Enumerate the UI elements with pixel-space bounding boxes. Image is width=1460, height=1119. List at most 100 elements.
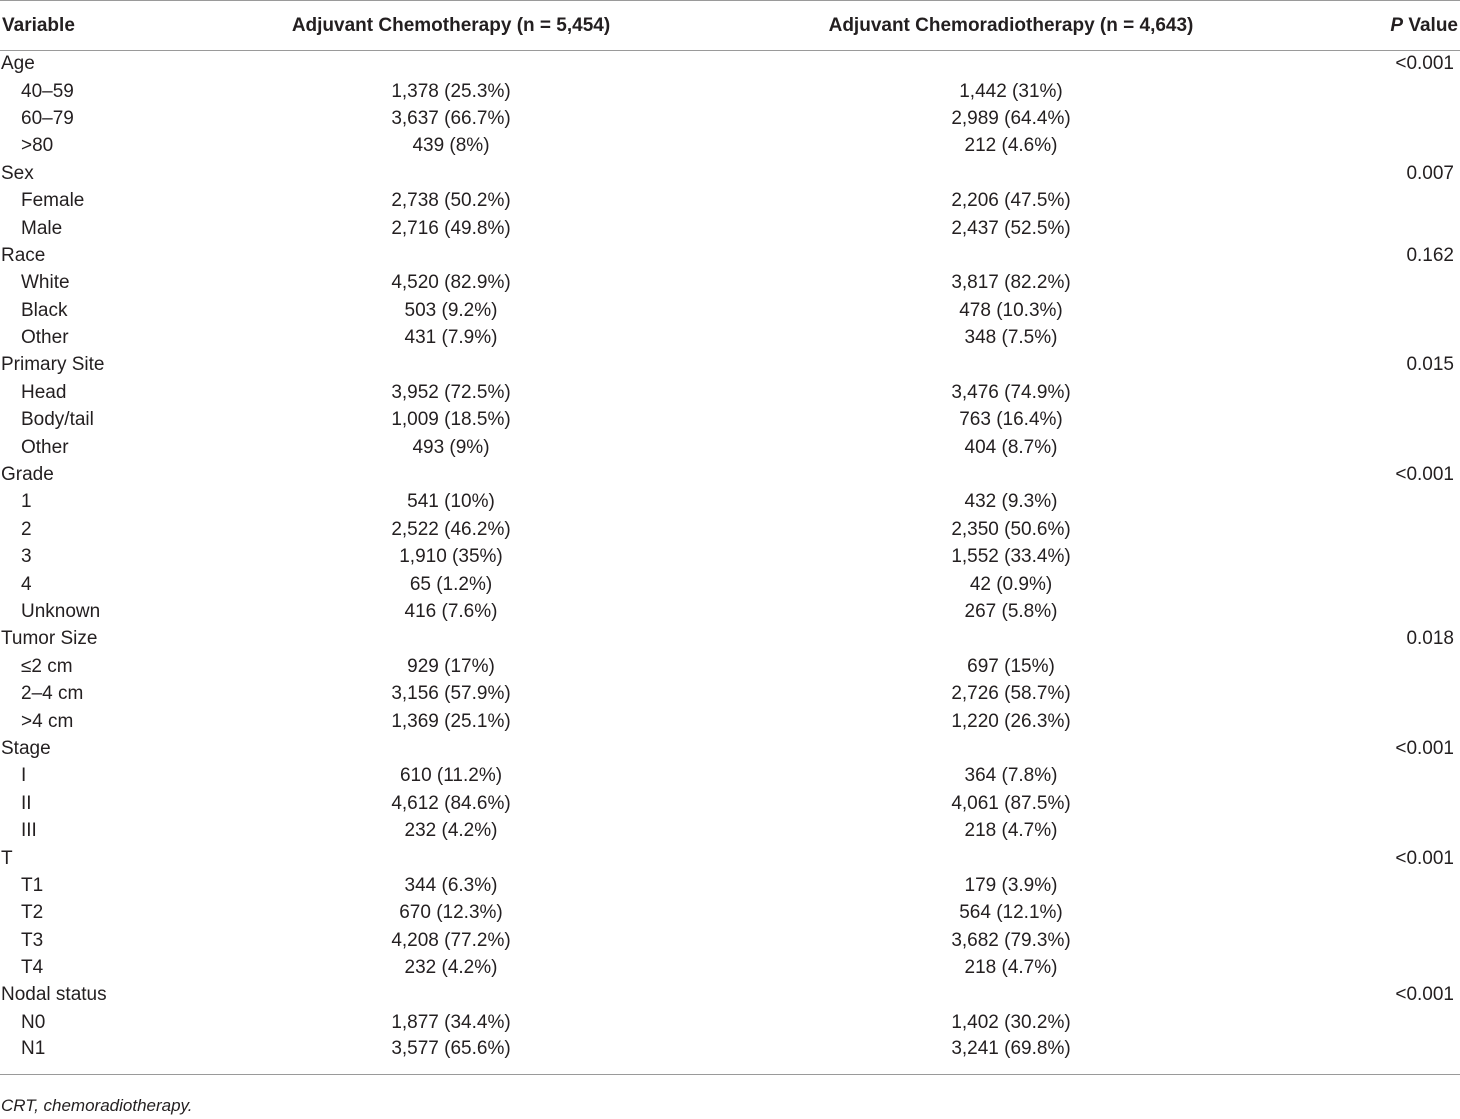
row-label: 2 xyxy=(21,518,32,540)
chemotherapy-value: 232 (4.2%) xyxy=(404,957,498,979)
row-label: >80 xyxy=(21,135,54,157)
row-label: Black xyxy=(21,299,68,321)
chemoradiotherapy-value: 1,220 (26.3%) xyxy=(951,710,1071,732)
table-row: Head 3,952 (72.5%) 3,476 (74.9%) xyxy=(0,379,1460,406)
chemoradiotherapy-value xyxy=(672,461,1350,488)
p-value xyxy=(1350,954,1460,981)
header-adjuvant-chemotherapy: Adjuvant Chemotherapy (n = 5,454) xyxy=(230,0,672,51)
row-label: Body/tail xyxy=(21,409,94,431)
chemoradiotherapy-value: 404 (8.7%) xyxy=(964,436,1058,458)
header-p-value: P Value xyxy=(1350,0,1460,51)
chemoradiotherapy-value xyxy=(672,845,1350,872)
p-value xyxy=(1350,215,1460,242)
chemotherapy-value: 232 (4.2%) xyxy=(404,820,498,842)
chemotherapy-value xyxy=(230,160,672,187)
p-value: <0.001 xyxy=(1395,984,1454,1006)
chemoradiotherapy-value: 2,726 (58.7%) xyxy=(951,683,1071,705)
chemotherapy-value: 610 (11.2%) xyxy=(399,765,503,787)
row-label: T2 xyxy=(21,902,44,924)
chemoradiotherapy-value xyxy=(672,626,1350,653)
table-row: Other 431 (7.9%) 348 (7.5%) xyxy=(0,324,1460,351)
table-row: N0 1,877 (34.4%) 1,402 (30.2%) xyxy=(0,1009,1460,1036)
chemoradiotherapy-value: 564 (12.1%) xyxy=(959,902,1063,924)
p-value xyxy=(1350,489,1460,516)
row-label: 2–4 cm xyxy=(21,683,84,705)
chemoradiotherapy-value: 1,552 (33.4%) xyxy=(951,546,1071,568)
p-value xyxy=(1350,324,1460,351)
table-row: >4 cm 1,369 (25.1%) 1,220 (26.3%) xyxy=(0,708,1460,735)
p-value xyxy=(1350,872,1460,899)
chemotherapy-value: 3,952 (72.5%) xyxy=(391,381,511,403)
chemoradiotherapy-value: 697 (15%) xyxy=(967,655,1055,677)
table-row: 1 541 (10%) 432 (9.3%) xyxy=(0,489,1460,516)
p-value: 0.018 xyxy=(1406,628,1454,650)
chemotherapy-value xyxy=(230,845,672,872)
p-value xyxy=(1350,434,1460,461)
chemotherapy-value: 1,910 (35%) xyxy=(399,546,503,568)
p-value xyxy=(1350,790,1460,817)
header-adjuvant-chemoradiotherapy: Adjuvant Chemoradiotherapy (n = 4,643) xyxy=(672,0,1350,51)
row-label: N1 xyxy=(0,1036,230,1075)
p-value xyxy=(1350,680,1460,707)
p-value xyxy=(1350,1009,1460,1036)
chemoradiotherapy-value: 432 (9.3%) xyxy=(964,491,1058,513)
p-value: <0.001 xyxy=(1395,464,1454,486)
chemoradiotherapy-value xyxy=(672,242,1350,269)
table-group-row: Stage <0.001 xyxy=(0,735,1460,762)
chemotherapy-value: 493 (9%) xyxy=(412,436,490,458)
table-group-row: Nodal status <0.001 xyxy=(0,982,1460,1009)
chemotherapy-value: 1,009 (18.5%) xyxy=(391,409,511,431)
p-value xyxy=(1350,653,1460,680)
row-label: II xyxy=(21,792,32,814)
row-label: 40–59 xyxy=(21,80,74,102)
row-label: White xyxy=(21,272,70,294)
table-row: Male 2,716 (49.8%) 2,437 (52.5%) xyxy=(0,215,1460,242)
chemotherapy-value: 541 (10%) xyxy=(407,491,495,513)
table-row: >80 439 (8%) 212 (4.6%) xyxy=(0,133,1460,160)
chemotherapy-value: 2,522 (46.2%) xyxy=(391,518,511,540)
group-label: Stage xyxy=(1,737,51,759)
chemoradiotherapy-value xyxy=(672,735,1350,762)
row-label: Unknown xyxy=(21,601,101,622)
p-value xyxy=(1350,1036,1460,1075)
chemotherapy-value xyxy=(230,626,672,653)
chemoradiotherapy-value: 3,817 (82.2%) xyxy=(951,272,1071,294)
chemoradiotherapy-value: 42 (0.9%) xyxy=(969,573,1053,595)
chemotherapy-value: 3,156 (57.9%) xyxy=(391,683,511,705)
row-label: 4 xyxy=(21,573,32,595)
chemoradiotherapy-value: 267 (5.8%) xyxy=(964,601,1058,622)
row-label: I xyxy=(21,765,27,787)
header-p-letter: P xyxy=(1390,14,1404,36)
chemotherapy-value: 439 (8%) xyxy=(412,135,490,157)
chemoradiotherapy-value: 2,437 (52.5%) xyxy=(951,217,1071,239)
row-label: 60–79 xyxy=(21,107,74,129)
table-row: T2 670 (12.3%) 564 (12.1%) xyxy=(0,900,1460,927)
chemoradiotherapy-value: 3,476 (74.9%) xyxy=(951,381,1071,403)
header-p-suffix: Value xyxy=(1403,14,1458,36)
chemotherapy-value xyxy=(230,735,672,762)
table-row: III 232 (4.2%) 218 (4.7%) xyxy=(0,817,1460,844)
table-row: I 610 (11.2%) 364 (7.8%) xyxy=(0,763,1460,790)
table-group-row: Age <0.001 xyxy=(0,51,1460,78)
chemotherapy-value: 431 (7.9%) xyxy=(404,327,498,349)
row-label: >4 cm xyxy=(21,710,74,732)
chemoradiotherapy-value: 218 (4.7%) xyxy=(964,820,1058,842)
p-value xyxy=(1350,105,1460,132)
table-row: Female 2,738 (50.2%) 2,206 (47.5%) xyxy=(0,187,1460,214)
table-row: T4 232 (4.2%) 218 (4.7%) xyxy=(0,954,1460,981)
chemotherapy-value: 2,738 (50.2%) xyxy=(391,190,511,212)
chemotherapy-value: 670 (12.3%) xyxy=(399,902,503,924)
baseline-characteristics-table: Variable Adjuvant Chemotherapy (n = 5,45… xyxy=(0,0,1460,1075)
table-group-row: Tumor Size 0.018 xyxy=(0,626,1460,653)
chemotherapy-value: 1,378 (25.3%) xyxy=(391,80,511,102)
chemotherapy-value: 4,612 (84.6%) xyxy=(391,792,511,814)
p-value xyxy=(1350,187,1460,214)
p-value xyxy=(1350,78,1460,105)
row-label: Male xyxy=(21,217,63,239)
chemotherapy-value xyxy=(230,242,672,269)
chemoradiotherapy-value: 1,442 (31%) xyxy=(959,80,1063,102)
group-label: Nodal status xyxy=(1,984,107,1006)
chemoradiotherapy-value: 478 (10.3%) xyxy=(959,299,1063,321)
chemoradiotherapy-value: 3,682 (79.3%) xyxy=(951,929,1071,951)
row-label: T1 xyxy=(21,874,44,896)
